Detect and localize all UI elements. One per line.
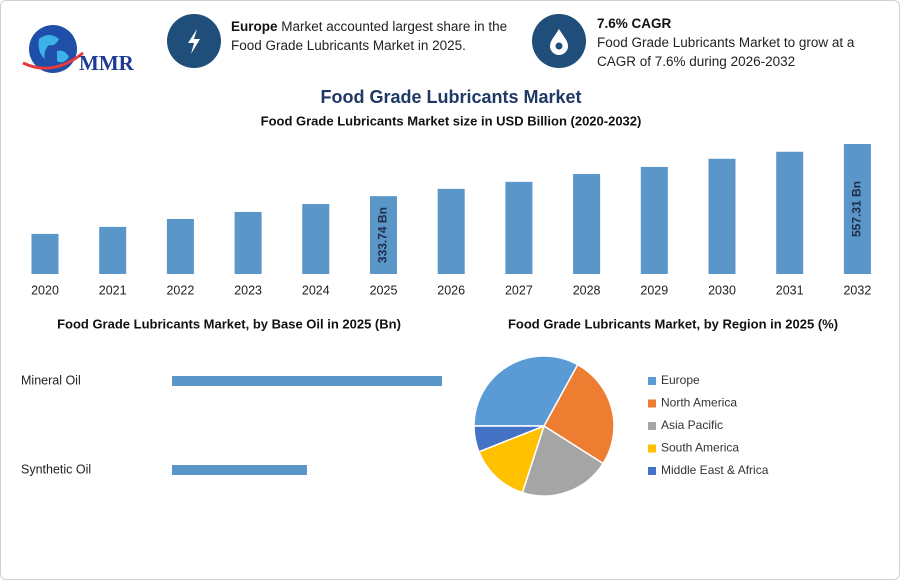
y-category-label: Synthetic Oil: [21, 462, 91, 476]
bar: [437, 188, 465, 274]
chart-title: Food Grade Lubricants Market, by Region …: [508, 316, 838, 331]
bar: [370, 196, 397, 274]
highlight-bold: 7.6% CAGR: [597, 16, 672, 31]
bar: [573, 173, 601, 274]
legend-swatch: [648, 399, 656, 408]
x-tick-label: 2029: [640, 283, 668, 297]
value-label: 333.74 Bn: [376, 207, 390, 263]
bar: [166, 218, 194, 274]
bar: [172, 465, 307, 475]
value-label: 557.31 Bn: [850, 181, 864, 237]
x-tick-label: 2020: [31, 283, 59, 297]
legend-label: Europe: [661, 373, 700, 387]
bar: [234, 211, 262, 274]
x-tick-label: 2021: [99, 283, 127, 297]
logo-text: MMR: [79, 51, 134, 75]
legend-swatch: [648, 377, 656, 385]
x-tick-label: 2022: [166, 283, 194, 297]
chart-title: Food Grade Lubricants Market, by Base Oi…: [57, 316, 401, 331]
x-tick-label: 2028: [573, 283, 601, 297]
bar: [99, 226, 127, 274]
bar: [172, 376, 442, 386]
bar: [640, 166, 668, 274]
x-tick-label: 2024: [302, 283, 330, 297]
bar: [708, 158, 736, 274]
legend-label: Asia Pacific: [661, 418, 723, 432]
highlight-bold: Europe: [231, 19, 278, 34]
bar: [302, 204, 330, 274]
legend-swatch: [648, 467, 656, 475]
y-category-label: Mineral Oil: [21, 373, 81, 387]
highlight-text: Food Grade Lubricants Market to grow at …: [597, 35, 855, 69]
bar: [843, 144, 871, 274]
x-tick-label: 2032: [843, 283, 871, 297]
highlight-icon: [532, 14, 586, 68]
legend-label: Middle East & Africa: [661, 463, 769, 477]
x-tick-label: 2027: [505, 283, 533, 297]
legend-label: North America: [661, 396, 737, 410]
highlight-icon: [167, 14, 221, 68]
highlight-text: Market accounted largest share in the Fo…: [231, 19, 508, 53]
highlight: Europe Market accounted largest share in…: [231, 17, 521, 55]
legend-swatch: [648, 444, 656, 453]
pie-slice: [477, 424, 546, 494]
legend-swatch: [648, 422, 656, 430]
logo-globe: [22, 25, 84, 73]
bar: [505, 181, 533, 274]
chart-subtitle: Food Grade Lubricants Market size in USD…: [261, 113, 642, 128]
bar: [776, 151, 804, 274]
pie-slice: [473, 355, 579, 427]
pie-slice: [543, 363, 615, 465]
chart-title: Food Grade Lubricants Market: [320, 87, 581, 107]
x-tick-label: 2030: [708, 283, 736, 297]
legend-label: South America: [661, 441, 739, 455]
x-tick-label: 2026: [437, 283, 465, 297]
pie-slice: [521, 424, 605, 497]
pie-slice: [473, 425, 545, 453]
bar: [31, 233, 59, 274]
x-tick-label: 2031: [776, 283, 804, 297]
x-tick-label: 2025: [370, 283, 398, 297]
x-tick-label: 2023: [234, 283, 262, 297]
highlight: 7.6% CAGR Food Grade Lubricants Market t…: [597, 14, 877, 71]
